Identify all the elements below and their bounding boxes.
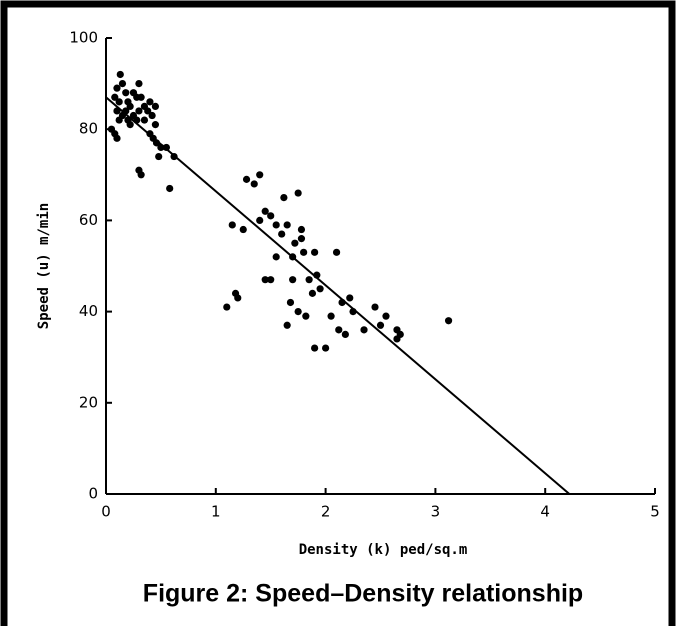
- point: [291, 239, 299, 247]
- y-tick-label: 60: [79, 211, 98, 229]
- point: [308, 289, 317, 297]
- point: [280, 194, 288, 202]
- point: [126, 121, 134, 129]
- point: [148, 111, 156, 120]
- point: [360, 326, 368, 334]
- point: [289, 276, 297, 284]
- point: [302, 312, 310, 320]
- point: [151, 102, 160, 110]
- fit-line: [105, 96, 571, 495]
- point: [267, 276, 275, 284]
- point: [250, 180, 258, 188]
- x-tick-label: 1: [211, 503, 221, 521]
- y-tick-label: 0: [88, 485, 98, 503]
- x-axis-label: Density (k) ped/sq.m: [299, 542, 468, 558]
- point: [311, 344, 319, 352]
- point: [118, 80, 127, 88]
- point: [113, 134, 121, 142]
- point: [272, 253, 280, 261]
- point: [444, 317, 453, 325]
- x-tick-label: 5: [650, 503, 660, 521]
- point: [261, 276, 269, 284]
- point: [115, 98, 123, 106]
- point: [234, 294, 242, 302]
- x-tick-label: 4: [540, 503, 550, 521]
- y-tick-label: 80: [79, 120, 98, 138]
- point: [311, 248, 319, 256]
- point: [242, 175, 251, 183]
- point: [135, 107, 143, 115]
- point: [137, 93, 145, 101]
- point: [283, 221, 291, 229]
- point: [115, 116, 123, 124]
- point: [305, 276, 313, 284]
- point: [155, 152, 163, 161]
- point: [113, 84, 121, 92]
- point: [272, 221, 280, 229]
- point: [122, 89, 130, 97]
- point: [126, 102, 134, 110]
- point: [300, 248, 308, 256]
- point: [316, 285, 324, 293]
- x-tick-label: 3: [431, 503, 441, 521]
- point: [294, 189, 302, 197]
- x-tick-label: 2: [321, 503, 331, 521]
- point: [371, 303, 379, 311]
- point: [382, 312, 390, 320]
- y-tick-label: 40: [79, 302, 98, 320]
- point: [228, 221, 236, 229]
- point: [335, 326, 343, 334]
- point: [137, 171, 145, 179]
- point: [135, 80, 143, 88]
- y-axis-label: Speed (u) m/min: [36, 203, 52, 329]
- point: [376, 321, 385, 329]
- point: [116, 70, 124, 79]
- y-tick-label: 100: [69, 29, 98, 47]
- point: [256, 171, 264, 179]
- point: [396, 330, 404, 338]
- point: [322, 344, 330, 352]
- point: [297, 235, 306, 243]
- y-tick-label: 20: [79, 393, 98, 411]
- point: [140, 116, 149, 124]
- point: [283, 321, 291, 329]
- point: [223, 303, 231, 311]
- point: [151, 121, 160, 129]
- x-tick-label: 0: [101, 503, 111, 521]
- point: [267, 212, 275, 220]
- point: [297, 225, 306, 234]
- point: [341, 330, 349, 338]
- point: [111, 93, 119, 101]
- point: [239, 225, 247, 234]
- point: [144, 107, 152, 115]
- point: [294, 308, 302, 316]
- point: [332, 248, 341, 256]
- point: [286, 298, 295, 307]
- point: [146, 98, 154, 106]
- point: [327, 312, 335, 320]
- point: [166, 184, 174, 193]
- point: [261, 207, 269, 215]
- point: [278, 230, 286, 238]
- point: [256, 216, 264, 224]
- point: [346, 294, 354, 302]
- caption: Figure 2: Speed–Density relationship: [143, 580, 583, 608]
